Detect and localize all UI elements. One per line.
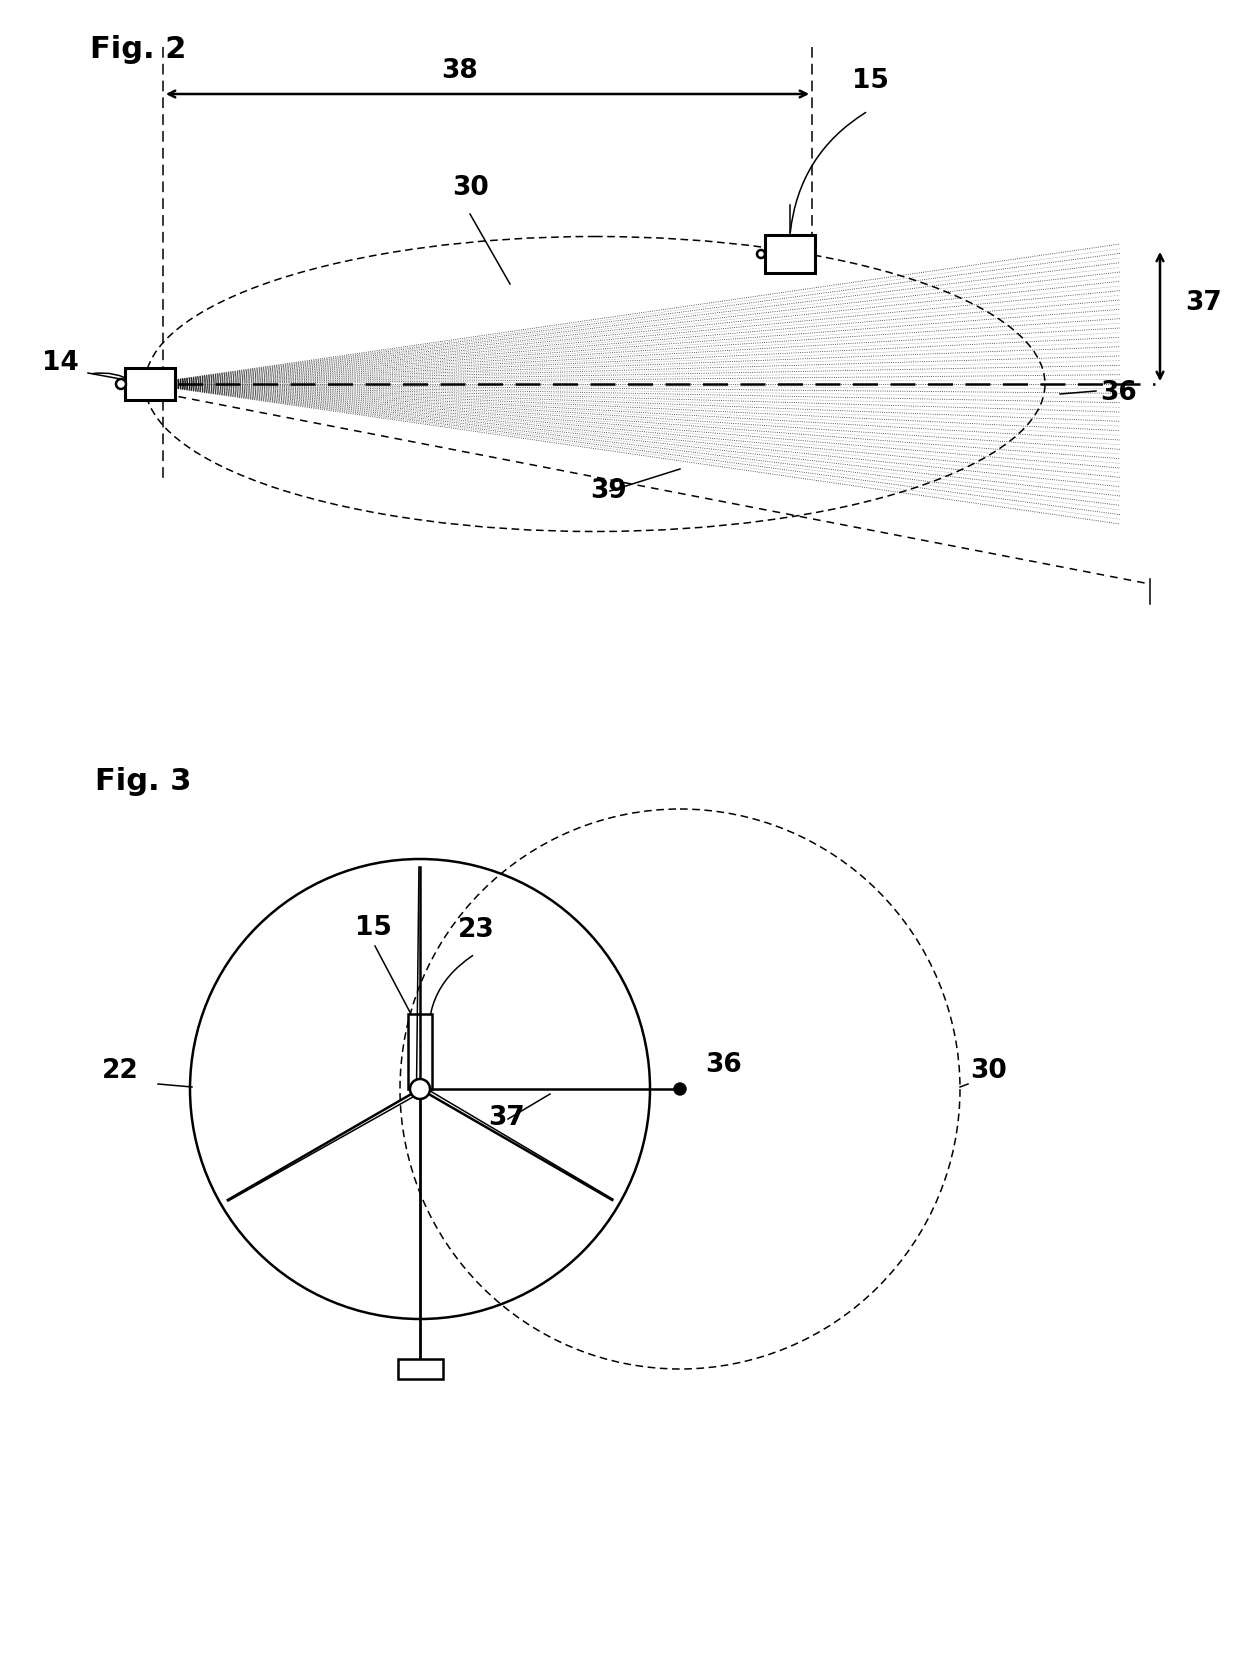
Text: 22: 22 <box>102 1057 139 1083</box>
Text: 39: 39 <box>590 478 626 504</box>
Text: 38: 38 <box>441 58 479 83</box>
Text: 15: 15 <box>355 915 392 940</box>
Text: Fig. 2: Fig. 2 <box>91 35 186 63</box>
Bar <box>125 369 175 401</box>
Text: 36: 36 <box>1100 379 1137 406</box>
Text: 14: 14 <box>42 349 79 376</box>
Text: 37: 37 <box>489 1105 525 1130</box>
Text: 37: 37 <box>1185 290 1221 316</box>
Text: 30: 30 <box>453 175 489 201</box>
Text: 30: 30 <box>970 1057 1007 1083</box>
Circle shape <box>756 251 765 260</box>
Text: 23: 23 <box>458 917 495 942</box>
Circle shape <box>675 1083 686 1095</box>
Text: 15: 15 <box>852 68 889 93</box>
Bar <box>765 236 815 275</box>
Bar <box>408 1015 432 1090</box>
Bar <box>398 1359 443 1379</box>
Circle shape <box>410 1080 430 1100</box>
Circle shape <box>117 379 126 389</box>
Text: Fig. 3: Fig. 3 <box>95 767 191 795</box>
Text: 36: 36 <box>706 1052 742 1077</box>
